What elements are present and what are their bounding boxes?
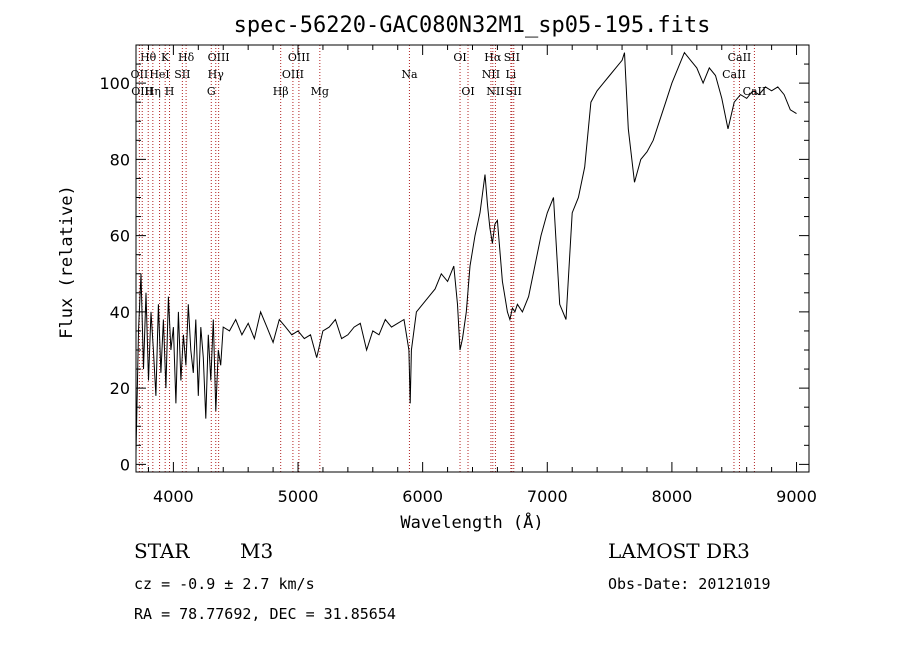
emission-line-label: OIII [288, 51, 310, 64]
x-tick-label: 5000 [278, 487, 319, 506]
emission-line-label: OIII [282, 68, 304, 81]
emission-line-label: CaII [728, 51, 752, 64]
emission-line-label: SII [174, 68, 190, 81]
emission-line-label: Mg [311, 85, 329, 98]
emission-line-label: OII [131, 68, 149, 81]
obs-date: Obs-Date: 20121019 [608, 575, 771, 593]
spectrum-line [135, 51, 797, 453]
emission-line-label: H [165, 85, 175, 98]
emission-line-label: Li [505, 68, 516, 81]
emission-line-label: SII [506, 85, 522, 98]
object-subclass: M3 [240, 539, 274, 563]
y-tick-label: 80 [110, 150, 130, 169]
emission-line-label: OIII [208, 51, 230, 64]
x-tick-label: 6000 [402, 487, 443, 506]
emission-line-label: HeI [149, 68, 169, 81]
survey-name: LAMOST DR3 [608, 539, 750, 563]
axis-ticks: 4000 5000 6000 7000 8000 9000 0 20 40 60 80 100 [99, 45, 817, 506]
redshift-readout: cz = -0.9 ± 2.7 km/s [134, 575, 315, 593]
emission-line-label: NII [482, 68, 500, 81]
emission-line-label: Hη [145, 85, 161, 98]
emission-line-label: K [161, 51, 170, 64]
emission-line-label: Na [401, 68, 418, 81]
x-tick-label: 9000 [776, 487, 817, 506]
y-tick-label: 20 [110, 379, 130, 398]
chart-title: spec-56220-GAC080N32M1_sp05-195.fits [234, 13, 711, 38]
emission-line-label: G [207, 85, 216, 98]
emission-line-label: Hγ [208, 68, 225, 81]
y-tick-label: 40 [110, 303, 130, 322]
emission-line-label: CaII [722, 68, 746, 81]
x-tick-label: 7000 [527, 487, 568, 506]
emission-line-label: OI [453, 51, 466, 64]
emission-line-label: OI [461, 85, 474, 98]
y-axis-label: Flux (relative) [57, 185, 77, 339]
x-tick-label: 4000 [153, 487, 194, 506]
emission-line-label: OIII [131, 85, 153, 98]
y-tick-label: 60 [110, 227, 130, 246]
emission-line-label: NII [486, 85, 504, 98]
x-axis-label: Wavelength (Å) [400, 511, 543, 533]
emission-line-label: Hβ [273, 85, 289, 98]
emission-line-label: Hα [484, 51, 502, 64]
plot-frame [135, 44, 810, 473]
x-tick-label: 8000 [652, 487, 693, 506]
emission-line-label: SII [504, 51, 520, 64]
y-tick-label: 0 [120, 455, 130, 474]
object-class: STAR [134, 539, 190, 563]
emission-line-label: Hδ [178, 51, 195, 64]
coordinates: RA = 78.77692, DEC = 31.85654 [134, 605, 396, 623]
y-tick-label: 100 [99, 74, 130, 93]
